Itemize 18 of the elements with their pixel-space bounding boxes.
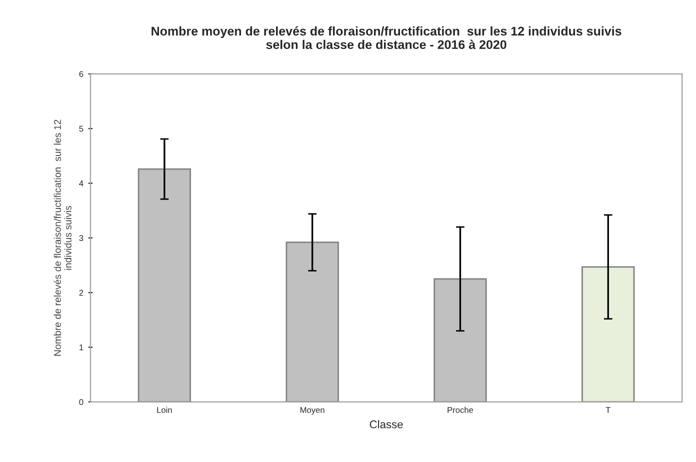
bar bbox=[286, 242, 339, 402]
x-axis-title: Classe bbox=[370, 420, 403, 428]
y-tick-label: 3 bbox=[79, 235, 84, 242]
y-axis-title: Nombre de relevés de floraison/fructification sur les 12 individus suivis bbox=[54, 120, 72, 356]
y-tick-label: 2 bbox=[79, 290, 84, 296]
y-tick-label: 6 bbox=[79, 71, 84, 78]
bar bbox=[582, 266, 635, 402]
bar bbox=[434, 278, 487, 402]
x-tick-label: Proche bbox=[448, 406, 474, 413]
y-tick-label: 1 bbox=[80, 344, 84, 350]
y-tick-label: 0 bbox=[79, 399, 84, 406]
y-tick-label: 5 bbox=[79, 126, 84, 132]
chart-title: Nombre moyen de relevés de floraison/fructification sur les 12 individus suivis selon la classe de distance - 2016 à 2020 bbox=[152, 26, 622, 50]
bar bbox=[138, 168, 192, 402]
x-tick-label: Moyen bbox=[300, 407, 324, 415]
x-tick-label: T bbox=[606, 407, 610, 413]
y-tick-label: 4 bbox=[79, 180, 84, 186]
x-tick-label: Loin bbox=[157, 406, 172, 413]
